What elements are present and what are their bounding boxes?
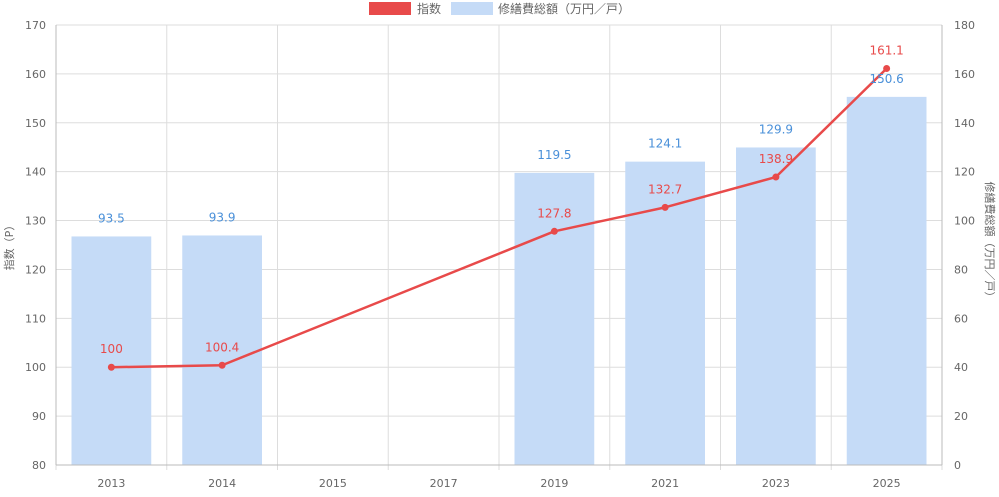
bar-value-label: 124.1: [648, 137, 682, 151]
bar-value-label: 119.5: [537, 148, 571, 162]
bar: [182, 235, 262, 465]
label-layer: 93.5 93.9 119.5 124.1 129.9 150.6 100 100.4 127.…: [98, 44, 904, 357]
bar: [736, 147, 816, 465]
line-value-label: 138.9: [759, 152, 793, 166]
y-right-axis-title: 修繕費総額（万円／戸）: [983, 182, 997, 303]
y-right-tick-label: 120: [954, 166, 975, 179]
y-left-tick-label: 90: [32, 410, 46, 423]
line-value-label: 100: [100, 342, 123, 356]
y-right-tick-label: 180: [954, 19, 975, 32]
line-layer: [107, 65, 891, 371]
bar-value-label: 93.9: [209, 210, 236, 224]
index-point: [883, 65, 891, 73]
index-point: [661, 203, 669, 211]
line-value-label: 100.4: [205, 340, 239, 354]
x-tick-label: 2013: [97, 477, 125, 490]
bar-layer: [71, 96, 927, 465]
x-tick-label: 2017: [430, 477, 458, 490]
y-right-tick-label: 20: [954, 410, 968, 423]
x-tick-label: 2015: [319, 477, 347, 490]
bar-value-label: 129.9: [759, 122, 793, 136]
bar: [71, 236, 152, 465]
y-right-tick-label: 0: [954, 459, 961, 472]
y-left-axis-title: 指数（P）: [2, 220, 16, 271]
bar: [846, 96, 927, 465]
y-right-tick-label: 40: [954, 361, 968, 374]
index-point: [550, 227, 558, 235]
x-tick-label: 2023: [762, 477, 790, 490]
y-left-tick-label: 150: [25, 117, 46, 130]
y-left-tick-label: 130: [25, 215, 46, 228]
legend-swatch-cost: [451, 2, 493, 15]
bar-value-label: 93.5: [98, 211, 125, 225]
y-left-tick-label: 110: [25, 312, 46, 325]
legend: 指数 修繕費総額（万円／戸）: [369, 1, 630, 16]
legend-swatch-index: [369, 2, 411, 15]
index-point: [218, 361, 226, 369]
bar: [514, 172, 595, 465]
axis-layer: 80 90 100 110 120 130 140 150 160 170 0 20 40 60 80 100…: [25, 19, 975, 490]
line-value-label: 127.8: [537, 206, 571, 220]
y-left-tick-label: 100: [25, 361, 46, 374]
y-left-tick-label: 160: [25, 68, 46, 81]
x-tick-label: 2019: [540, 477, 568, 490]
y-right-tick-label: 100: [954, 215, 975, 228]
y-right-tick-label: 140: [954, 117, 975, 130]
line-value-label: 132.7: [648, 182, 682, 196]
line-value-label: 161.1: [869, 44, 903, 58]
y-left-tick-label: 120: [25, 263, 46, 276]
y-left-tick-label: 80: [32, 459, 46, 472]
y-right-tick-label: 60: [954, 312, 968, 325]
index-point: [772, 173, 780, 181]
y-left-tick-label: 170: [25, 19, 46, 32]
x-tick-label: 2014: [208, 477, 236, 490]
y-right-tick-label: 160: [954, 68, 975, 81]
x-tick-label: 2021: [651, 477, 679, 490]
bar-value-label: 150.6: [869, 72, 903, 86]
index-point: [107, 363, 115, 371]
x-tick-label: 2025: [873, 477, 901, 490]
index-line: [111, 67, 888, 369]
y-left-tick-label: 140: [25, 166, 46, 179]
legend-label-cost: 修繕費総額（万円／戸）: [498, 1, 630, 16]
legend-label-index: 指数: [417, 1, 441, 16]
y-right-tick-label: 80: [954, 263, 968, 276]
